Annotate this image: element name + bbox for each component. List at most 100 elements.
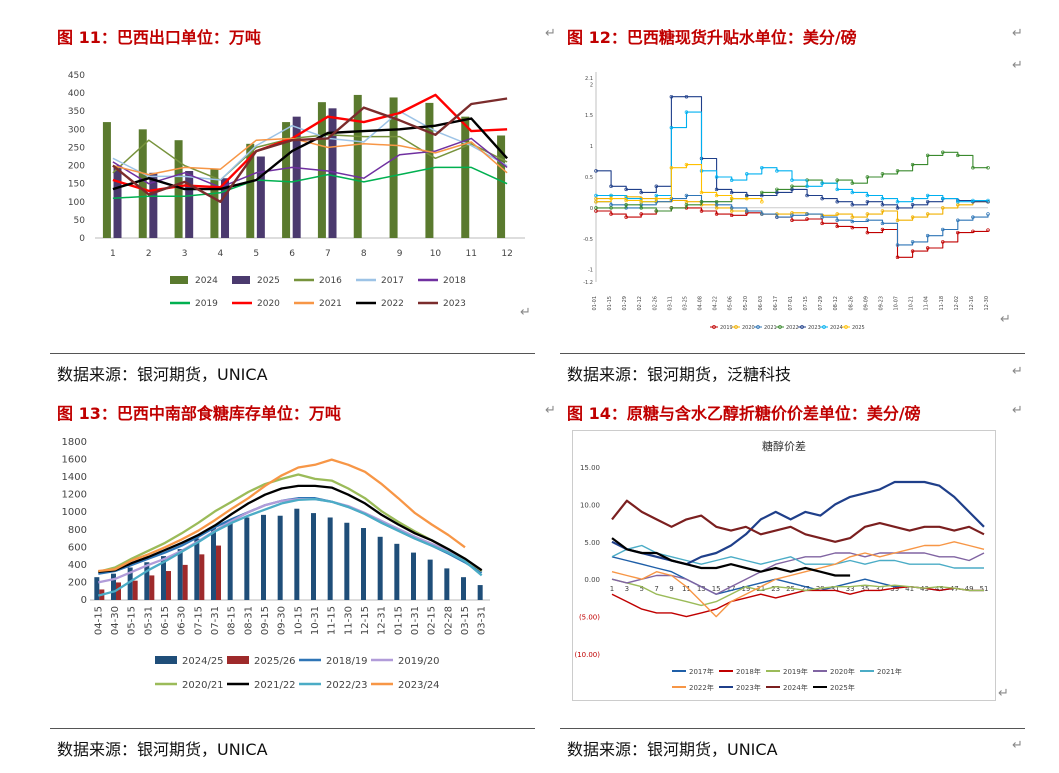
bar (294, 508, 300, 600)
x-tick-label: 4 (218, 249, 224, 259)
x-tick-label: 41 (905, 585, 914, 593)
y-tick-label: 15.00 (580, 464, 600, 472)
data-point (624, 187, 628, 192)
data-point (956, 153, 960, 158)
legend-label: 2017年 (689, 667, 714, 676)
y-tick-label: 400 (68, 560, 87, 571)
bar (177, 549, 183, 600)
x-tick-label: 06-03 (758, 296, 764, 311)
bar (261, 514, 266, 600)
data-point (925, 212, 930, 216)
bar (210, 169, 219, 238)
legend-label: 2019 (720, 325, 733, 331)
data-point (895, 206, 900, 210)
bar (149, 575, 155, 600)
bar (277, 515, 283, 600)
data-point (941, 150, 945, 155)
y-tick-label: 450 (68, 71, 85, 81)
data-point (729, 213, 734, 218)
data-point (971, 229, 975, 234)
x-tick-label: 12-31 (377, 606, 388, 635)
data-point (865, 212, 870, 216)
data-point (639, 212, 643, 216)
series-line (98, 484, 483, 574)
legend-label: 2025 (852, 325, 865, 331)
data-point (745, 196, 749, 201)
bar (282, 122, 291, 238)
legend-label: 2023/24 (398, 680, 440, 691)
x-tick-label: 11 (466, 249, 477, 259)
return-mark: ↵ (545, 26, 556, 41)
x-tick-label: 9 (397, 249, 403, 259)
series-line (596, 164, 763, 203)
x-tick-label: 51 (980, 585, 989, 593)
x-tick-label: 02-12 (637, 296, 643, 311)
bar (425, 102, 434, 238)
legend-label: 2024 (195, 276, 218, 286)
y-tick-label: 1200 (62, 490, 87, 501)
y-tick-label: (10.00) (574, 651, 600, 659)
x-tick-label: 11-04 (924, 296, 930, 311)
x-tick-label: 07-29 (818, 296, 824, 311)
legend-label: 2018/19 (326, 656, 368, 667)
data-point (865, 175, 870, 179)
chart-11-title: 图 11：巴西出口单位：万吨 (57, 28, 261, 47)
data-point (609, 196, 613, 201)
data-point (971, 198, 975, 203)
x-tick-label: 04-08 (698, 296, 704, 311)
bar (394, 543, 400, 600)
bar (132, 580, 138, 600)
data-point (941, 227, 945, 232)
bar (116, 582, 121, 600)
data-point (760, 193, 764, 198)
data-point (775, 190, 779, 195)
x-tick-label: 07-31 (210, 606, 221, 635)
x-tick-label: 49 (965, 585, 974, 593)
bar (111, 573, 116, 600)
y-tick-label: 1000 (62, 507, 87, 518)
data-point (910, 249, 915, 253)
data-point (790, 178, 794, 182)
series-line (112, 166, 508, 199)
x-tick-label: 12-30 (984, 296, 990, 311)
legend-marker (800, 325, 804, 329)
bar (185, 170, 194, 238)
bar (211, 528, 216, 600)
y-tick-label: 250 (68, 143, 85, 153)
x-tick-label: 8 (361, 249, 367, 259)
legend-label: 2020 (257, 299, 280, 309)
legend-label: 2018年 (736, 667, 761, 676)
y-tick-label: 1.5 (585, 113, 593, 119)
x-tick-label: 11 (682, 585, 691, 593)
y-tick-label: 10.00 (580, 501, 600, 509)
series-line (596, 151, 988, 212)
return-mark: ↵ (1012, 58, 1023, 73)
source-note-14: 数据来源：银河期货，UNICA (567, 740, 778, 759)
data-point (986, 165, 990, 170)
series-line (596, 194, 989, 246)
x-tick-label: 06-30 (177, 606, 188, 635)
x-tick-label: 9 (669, 585, 673, 593)
data-point (910, 240, 915, 244)
data-point (624, 198, 628, 203)
divider (560, 353, 1025, 354)
bar (256, 156, 265, 238)
data-point (850, 203, 855, 207)
x-tick-label: 08-31 (243, 606, 254, 635)
data-point (684, 110, 689, 114)
data-point (880, 203, 885, 207)
bar (166, 571, 171, 600)
x-tick-label: 10-31 (310, 606, 321, 635)
legend-label: 2025年 (830, 683, 855, 692)
data-point (805, 212, 809, 216)
y-tick-label: 0 (79, 234, 85, 244)
legend-label: 2020/21 (182, 680, 224, 691)
chart-12-title: 图 12：巴西糖现货升贴水单位：美分/磅 (567, 28, 857, 47)
data-point (941, 196, 945, 201)
bar (127, 567, 133, 600)
legend-label: 2021 (764, 325, 777, 331)
data-point (835, 218, 839, 222)
y-tick-label: 5.00 (584, 539, 600, 547)
source-note-11: 数据来源：银河期货，UNICA (57, 365, 268, 384)
x-tick-label: 31 (831, 585, 840, 593)
